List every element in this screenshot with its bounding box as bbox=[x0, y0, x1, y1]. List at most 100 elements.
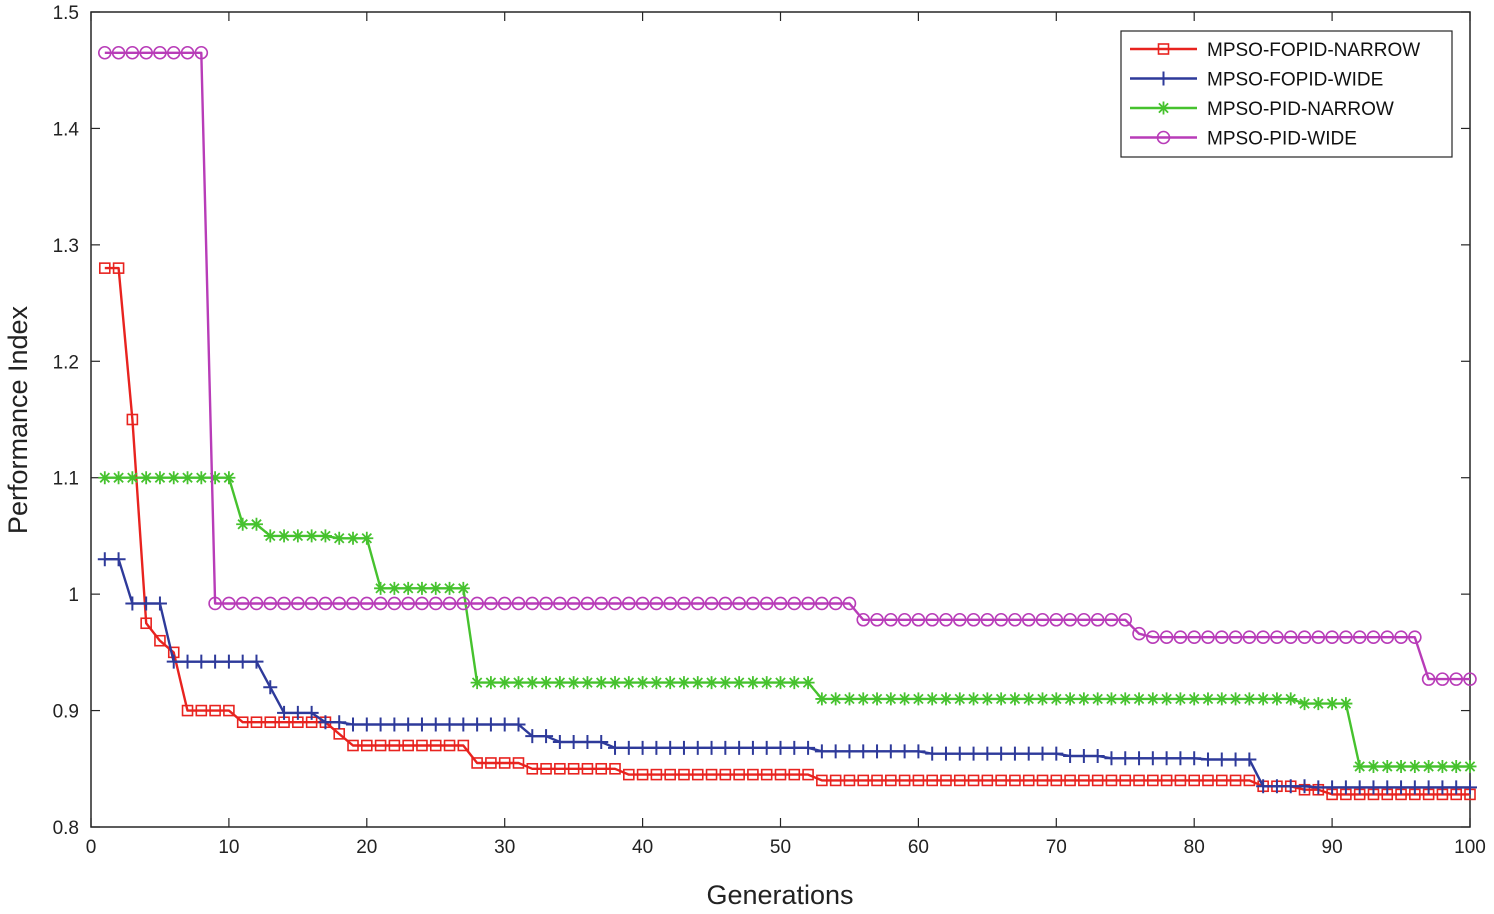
legend-item: MPSO-FOPID-WIDE bbox=[1130, 70, 1383, 91]
data-point bbox=[581, 762, 594, 775]
data-point bbox=[608, 596, 622, 611]
data-point bbox=[553, 596, 567, 611]
data-point bbox=[1160, 774, 1173, 787]
data-point bbox=[1159, 751, 1174, 766]
data-point bbox=[691, 768, 704, 781]
data-point bbox=[539, 729, 554, 744]
data-point bbox=[884, 612, 898, 627]
data-point bbox=[1076, 748, 1091, 763]
data-point bbox=[1146, 692, 1160, 706]
data-point bbox=[594, 676, 608, 690]
data-point bbox=[856, 612, 871, 627]
data-point bbox=[911, 612, 926, 627]
series-line bbox=[104, 51, 1470, 681]
data-point bbox=[1408, 759, 1422, 773]
data-point bbox=[857, 774, 870, 787]
y-tick-label: 0.8 bbox=[53, 818, 79, 839]
data-point bbox=[1256, 779, 1271, 794]
data-point bbox=[401, 717, 416, 732]
data-point bbox=[856, 692, 870, 706]
data-point bbox=[483, 717, 498, 732]
data-point bbox=[1421, 780, 1436, 795]
data-point bbox=[264, 716, 277, 729]
data-point bbox=[967, 692, 981, 706]
data-point bbox=[1435, 759, 1449, 773]
data-point bbox=[208, 654, 223, 669]
data-point bbox=[719, 768, 732, 781]
data-point bbox=[870, 612, 884, 627]
data-point bbox=[925, 746, 940, 761]
data-point bbox=[1269, 779, 1284, 794]
data-point bbox=[1201, 630, 1215, 645]
data-point bbox=[1449, 780, 1464, 795]
data-point bbox=[249, 517, 263, 531]
data-point bbox=[1078, 774, 1090, 787]
data-point bbox=[635, 740, 650, 755]
data-point bbox=[773, 740, 788, 755]
data-point bbox=[291, 529, 305, 543]
data-point bbox=[125, 471, 139, 485]
data-point bbox=[747, 768, 759, 781]
data-point bbox=[580, 735, 595, 750]
legend-box bbox=[1120, 30, 1453, 158]
data-point bbox=[152, 596, 167, 611]
data-point bbox=[332, 531, 346, 545]
data-point bbox=[980, 692, 994, 706]
data-point bbox=[1173, 692, 1187, 706]
data-point bbox=[1229, 692, 1243, 706]
legend-item: MPSO-PID-NARROW bbox=[1130, 99, 1394, 120]
data-point bbox=[774, 676, 787, 690]
data-point bbox=[649, 740, 664, 755]
data-point bbox=[180, 654, 195, 669]
data-point bbox=[1270, 630, 1284, 645]
data-point bbox=[1118, 612, 1133, 627]
data-point bbox=[884, 692, 898, 706]
x-axis-title: Generations bbox=[706, 880, 853, 910]
data-point bbox=[1007, 746, 1022, 761]
data-point bbox=[485, 757, 497, 769]
data-point bbox=[1008, 692, 1022, 706]
data-point bbox=[236, 517, 250, 531]
data-point bbox=[112, 262, 125, 274]
data-point bbox=[539, 596, 553, 611]
data-point bbox=[966, 612, 981, 627]
data-point bbox=[1159, 630, 1174, 645]
data-point bbox=[305, 529, 319, 543]
data-point bbox=[1133, 774, 1145, 787]
data-point bbox=[1132, 692, 1146, 706]
data-point bbox=[1173, 751, 1188, 766]
data-point bbox=[746, 596, 760, 611]
data-point bbox=[428, 717, 443, 732]
x-tick-label: 20 bbox=[356, 837, 377, 858]
data-point bbox=[1049, 746, 1064, 761]
data-point bbox=[939, 612, 953, 627]
data-point bbox=[373, 717, 388, 732]
data-point bbox=[1091, 774, 1104, 787]
data-point bbox=[1352, 630, 1367, 645]
data-point bbox=[1063, 692, 1077, 706]
data-point bbox=[815, 596, 829, 611]
data-point bbox=[359, 717, 374, 732]
data-point bbox=[195, 704, 208, 717]
data-point bbox=[428, 596, 443, 611]
data-point bbox=[194, 654, 209, 669]
data-point bbox=[595, 762, 608, 775]
data-point bbox=[1325, 697, 1339, 711]
data-point bbox=[676, 740, 691, 755]
data-point bbox=[112, 471, 126, 485]
data-point bbox=[1242, 692, 1256, 706]
data-point bbox=[1242, 630, 1257, 645]
data-point bbox=[484, 676, 498, 690]
data-point bbox=[235, 654, 250, 669]
data-point bbox=[1187, 692, 1201, 706]
data-point bbox=[346, 596, 360, 611]
data-point bbox=[994, 612, 1008, 627]
data-point bbox=[1422, 759, 1436, 773]
data-point bbox=[1160, 692, 1174, 706]
data-point bbox=[263, 680, 278, 695]
data-point bbox=[470, 596, 484, 611]
data-point bbox=[223, 704, 235, 717]
data-point bbox=[1297, 779, 1312, 794]
data-point bbox=[1091, 692, 1105, 706]
